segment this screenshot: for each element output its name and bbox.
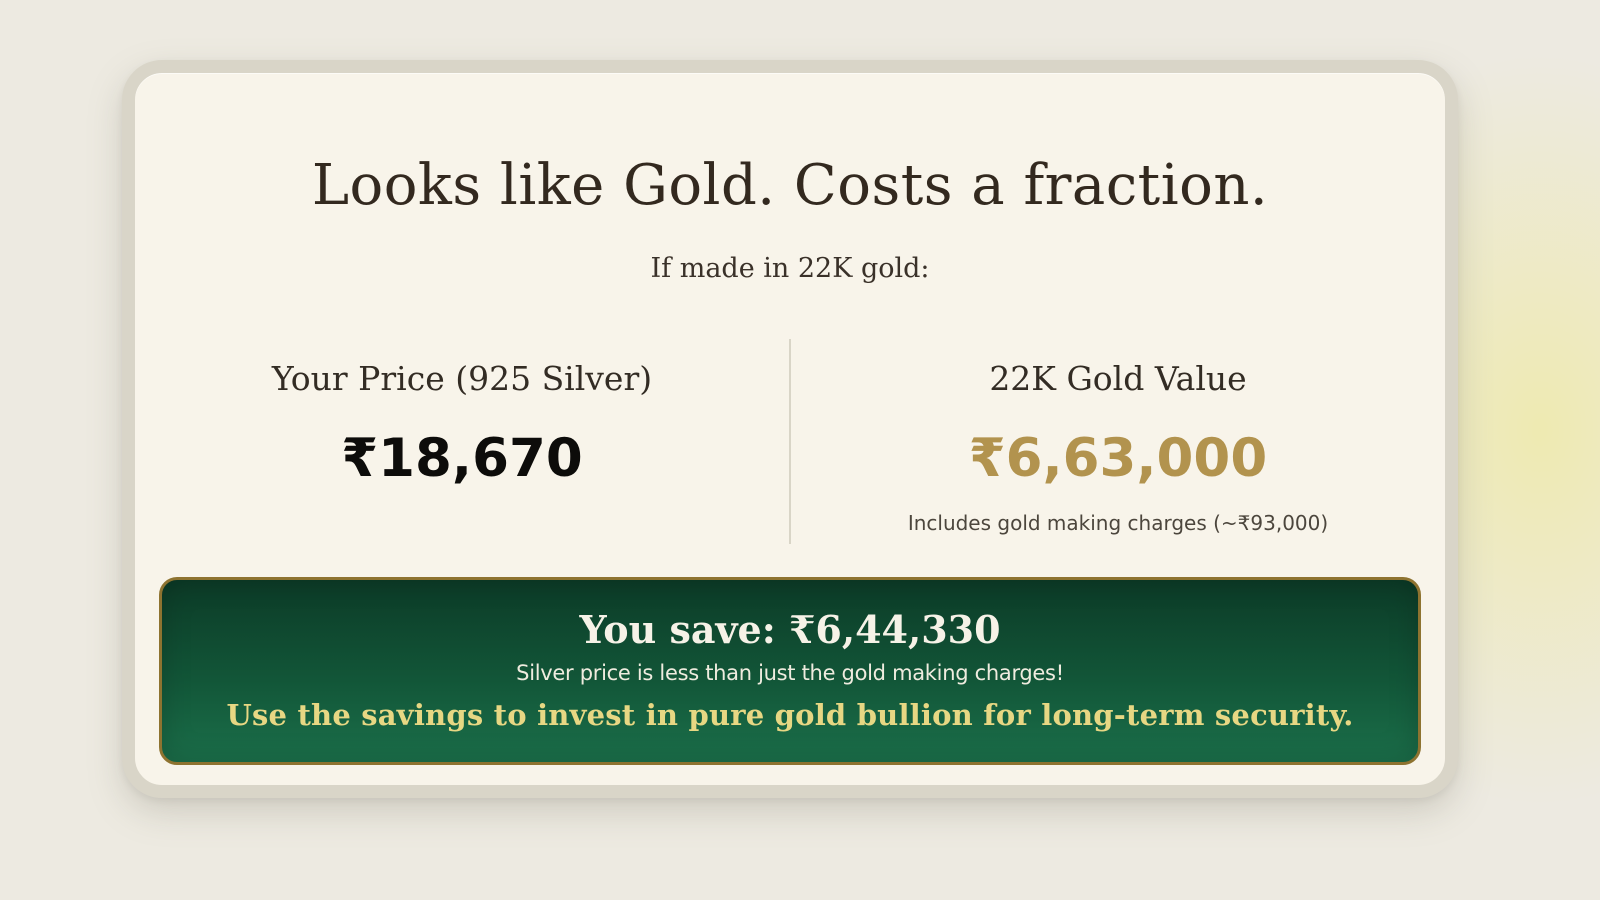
savings-subtext: Silver price is less than just the gold …	[516, 661, 1064, 686]
silver-price-label: Your Price (925 Silver)	[271, 358, 653, 398]
savings-cta-note: Use the savings to invest in pure gold b…	[226, 698, 1354, 733]
pricing-card: Looks like Gold. Costs a fraction. If ma…	[122, 60, 1458, 798]
gold-price-label: 22K Gold Value	[989, 358, 1247, 398]
gold-price-column: 22K Gold Value ₹6,63,000 Includes gold m…	[791, 339, 1445, 544]
page-title: Looks like Gold. Costs a fraction.	[311, 153, 1269, 218]
savings-headline: You save: ₹6,44,330	[579, 606, 1001, 652]
savings-banner: You save: ₹6,44,330 Silver price is less…	[159, 576, 1421, 765]
price-comparison: Your Price (925 Silver) ₹18,670 22K Gold…	[135, 338, 1445, 544]
gold-price-note: Includes gold making charges (~₹93,000)	[907, 511, 1329, 536]
silver-price-value: ₹18,670	[341, 428, 583, 490]
silver-price-column: Your Price (925 Silver) ₹18,670	[135, 339, 789, 544]
card-subtitle: If made in 22K gold:	[650, 253, 930, 284]
gold-price-value: ₹6,63,000	[968, 428, 1268, 490]
column-divider	[789, 338, 791, 544]
